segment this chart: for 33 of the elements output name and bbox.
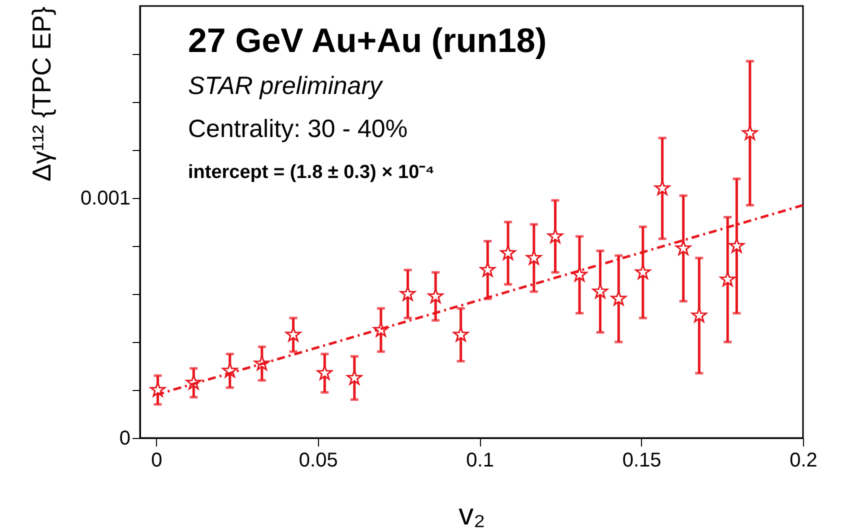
- point: [610, 290, 626, 306]
- point: [428, 288, 444, 304]
- point: [480, 262, 496, 277]
- x-tick-label: 0.1: [466, 450, 494, 472]
- point: [150, 382, 166, 397]
- text: 27 GeV Au+Au (run18): [188, 22, 547, 60]
- point: [654, 180, 670, 196]
- point: [592, 283, 608, 298]
- y-axis-title: Δγ¹¹² {TPC EP}: [26, 6, 56, 182]
- y-tick-label: 0.001: [80, 188, 130, 210]
- annotation: intercept = (1.8 ± 0.3) × 10⁻⁴: [188, 162, 435, 183]
- annotation: STAR preliminary: [188, 72, 384, 100]
- x-tick-label: 0.05: [298, 450, 338, 472]
- point: [500, 245, 516, 260]
- point: [572, 266, 588, 282]
- point: [316, 365, 332, 380]
- point: [547, 228, 564, 244]
- point: [728, 238, 745, 253]
- point: [453, 326, 469, 342]
- x-tick-label: 0.2: [790, 450, 818, 472]
- point: [346, 370, 362, 385]
- x-tick-label: 0: [151, 450, 162, 472]
- x-tick-label: 0.15: [622, 450, 662, 472]
- point: [691, 307, 707, 322]
- point: [400, 286, 416, 301]
- x-axis-title: v₂: [458, 498, 486, 531]
- point: [526, 250, 542, 265]
- point: [635, 264, 651, 280]
- point: [720, 271, 736, 286]
- point: [676, 240, 692, 256]
- annotation: Centrality: 30 - 40%: [188, 115, 408, 143]
- point: [742, 125, 758, 140]
- point: [285, 326, 302, 342]
